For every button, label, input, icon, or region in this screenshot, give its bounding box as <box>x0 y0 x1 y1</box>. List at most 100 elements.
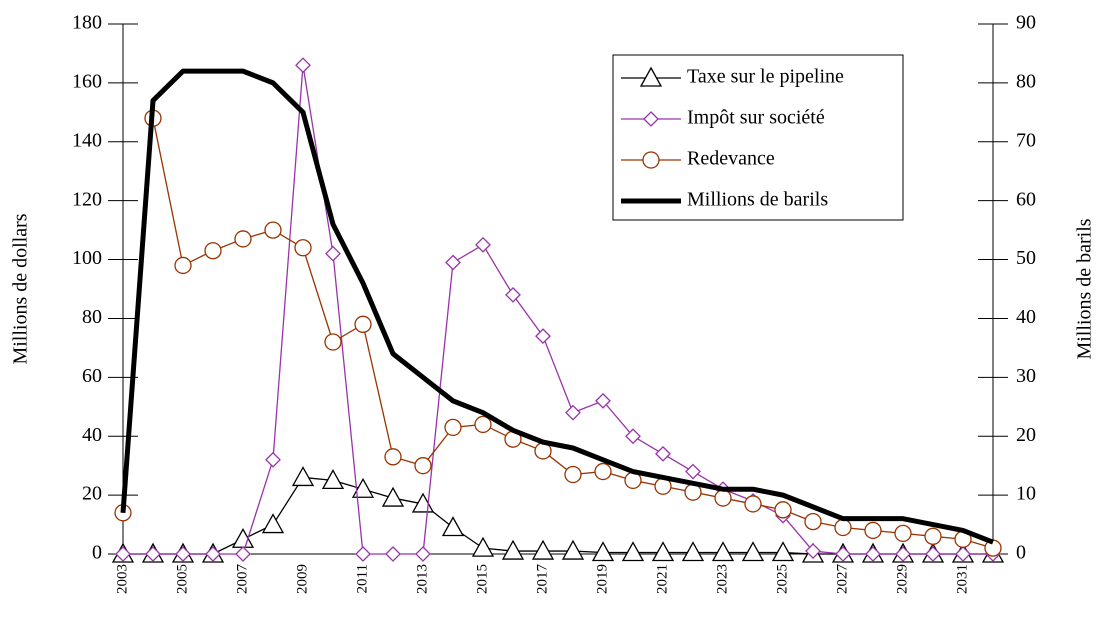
marker <box>643 111 659 127</box>
x-tick-label: 2015 <box>474 564 490 594</box>
y2-tick-label: 60 <box>1016 188 1036 210</box>
y-tick-label: 100 <box>72 247 102 269</box>
x-tick-label: 2027 <box>834 564 850 595</box>
marker <box>955 546 971 562</box>
marker <box>115 546 131 562</box>
marker <box>261 513 285 534</box>
y2-axis-label: Millions de barils <box>1074 218 1096 359</box>
marker <box>864 521 882 540</box>
marker <box>175 546 191 562</box>
marker <box>621 541 645 562</box>
marker <box>835 546 851 562</box>
marker <box>804 512 822 531</box>
marker <box>234 230 252 248</box>
x-tick-label: 2021 <box>654 564 670 594</box>
y-tick-label: 140 <box>72 129 102 151</box>
marker <box>294 239 312 257</box>
marker <box>895 546 911 562</box>
y2-tick-label: 20 <box>1016 424 1036 446</box>
series-line <box>123 476 993 555</box>
x-tick-label: 2003 <box>114 564 130 594</box>
marker <box>505 286 521 303</box>
x-tick-label: 2019 <box>594 564 610 594</box>
marker <box>204 242 222 260</box>
x-tick-label: 2005 <box>174 564 190 594</box>
y2-tick-label: 70 <box>1016 129 1036 151</box>
marker <box>444 418 462 437</box>
marker <box>594 462 612 481</box>
marker <box>145 546 161 562</box>
marker <box>685 463 701 480</box>
series-line <box>120 68 994 545</box>
marker <box>925 546 941 562</box>
marker <box>741 541 765 562</box>
x-tick-label: 2017 <box>534 564 550 595</box>
marker <box>441 516 465 537</box>
marker <box>771 541 795 562</box>
marker <box>205 546 221 562</box>
marker <box>501 539 525 560</box>
marker <box>651 541 675 562</box>
marker <box>471 536 495 557</box>
legend-label: Taxe sur le pipeline <box>687 66 844 88</box>
legend-label: Impôt sur société <box>687 107 825 129</box>
marker <box>475 236 491 253</box>
y2-tick-label: 0 <box>1016 542 1026 564</box>
marker <box>924 527 942 545</box>
marker <box>354 315 372 333</box>
x-tick-label: 2031 <box>954 564 970 594</box>
y-tick-label: 0 <box>92 542 102 564</box>
marker <box>325 245 341 262</box>
marker <box>415 546 431 562</box>
marker <box>264 221 282 239</box>
marker <box>711 541 735 562</box>
y2-tick-label: 40 <box>1016 306 1036 328</box>
marker <box>324 333 342 351</box>
x-tick-label: 2013 <box>414 564 430 594</box>
y2-tick-label: 30 <box>1016 365 1036 387</box>
marker <box>295 57 311 74</box>
legend-box <box>612 54 904 221</box>
marker <box>174 256 192 275</box>
y-axis-label: Millions de dollars <box>10 213 32 364</box>
marker <box>865 546 881 562</box>
marker <box>565 404 581 421</box>
marker <box>385 546 401 562</box>
marker <box>681 541 705 562</box>
marker <box>321 469 345 490</box>
y-tick-label: 60 <box>82 365 102 387</box>
marker <box>535 328 551 345</box>
y-tick-label: 40 <box>82 424 102 446</box>
y2-tick-label: 80 <box>1016 70 1036 92</box>
marker <box>625 428 641 445</box>
marker <box>655 445 671 462</box>
marker <box>744 495 762 513</box>
marker <box>291 466 315 487</box>
marker <box>642 151 660 169</box>
marker <box>445 254 461 271</box>
marker <box>591 541 615 562</box>
marker <box>805 543 821 559</box>
y2-tick-label: 50 <box>1016 247 1036 269</box>
marker <box>834 518 852 537</box>
marker <box>714 489 732 507</box>
marker <box>639 66 663 87</box>
legend-label: Millions de barils <box>687 189 828 211</box>
marker <box>414 457 432 475</box>
x-tick-label: 2023 <box>714 564 730 594</box>
x-tick-label: 2011 <box>354 564 370 593</box>
legend-label: Redevance <box>687 148 775 170</box>
marker <box>265 451 281 468</box>
y2-tick-label: 90 <box>1016 12 1036 34</box>
marker <box>564 465 582 484</box>
x-tick-label: 2025 <box>774 564 790 594</box>
marker <box>774 501 792 519</box>
marker <box>474 415 492 434</box>
marker <box>355 546 371 562</box>
marker <box>595 392 611 409</box>
marker <box>351 477 375 498</box>
y-tick-label: 80 <box>82 306 102 328</box>
marker <box>561 539 585 560</box>
y2-tick-label: 10 <box>1016 483 1036 505</box>
marker <box>384 448 402 466</box>
